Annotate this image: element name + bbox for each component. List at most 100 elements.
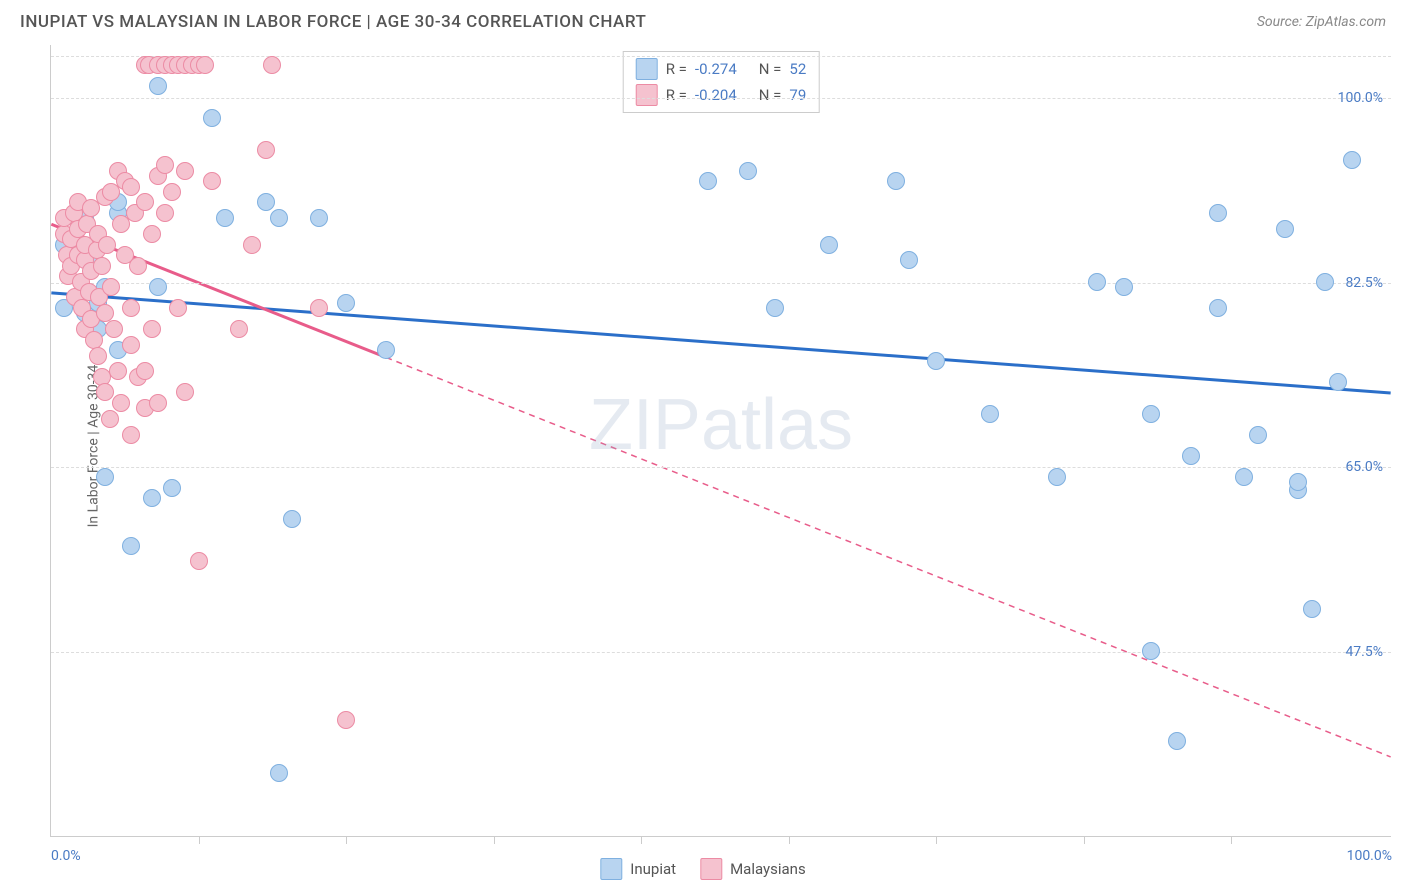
data-point <box>1316 273 1334 291</box>
data-point <box>263 56 281 74</box>
data-point <box>122 178 140 196</box>
legend-row: R =-0.274N =52 <box>636 56 807 82</box>
data-point <box>143 489 161 507</box>
data-point <box>105 320 123 338</box>
scatter-chart: ZIPatlas R =-0.274N =52R =-0.204N =79 47… <box>50 45 1391 837</box>
x-tick <box>1084 836 1085 844</box>
data-point <box>230 320 248 338</box>
legend-label: Malaysians <box>730 860 806 878</box>
data-point <box>89 347 107 365</box>
chart-title: INUPIAT VS MALAYSIAN IN LABOR FORCE | AG… <box>20 12 646 32</box>
data-point <box>203 172 221 190</box>
data-point <box>1115 278 1133 296</box>
data-point <box>337 294 355 312</box>
legend-n-value: 79 <box>789 86 806 104</box>
legend-n-label: N = <box>759 86 782 104</box>
data-point <box>900 251 918 269</box>
legend-swatch <box>600 858 622 880</box>
data-point <box>1048 468 1066 486</box>
watermark: ZIPatlas <box>589 384 853 466</box>
data-point <box>270 764 288 782</box>
data-point <box>1276 220 1294 238</box>
data-point <box>102 278 120 296</box>
data-point <box>176 383 194 401</box>
gridline <box>51 652 1391 653</box>
data-point <box>927 352 945 370</box>
data-point <box>1303 600 1321 618</box>
data-point <box>149 394 167 412</box>
data-point <box>101 410 119 428</box>
data-point <box>163 183 181 201</box>
data-point <box>270 209 288 227</box>
data-point <box>310 209 328 227</box>
x-tick-label: 0.0% <box>51 848 81 864</box>
data-point <box>190 552 208 570</box>
data-point <box>1142 642 1160 660</box>
data-point <box>739 162 757 180</box>
legend-n-value: 52 <box>789 60 806 78</box>
chart-source: Source: ZipAtlas.com <box>1257 14 1386 30</box>
data-point <box>1289 473 1307 491</box>
y-tick-label: 82.5% <box>1345 275 1383 291</box>
data-point <box>1182 447 1200 465</box>
gridline <box>51 467 1391 468</box>
x-tick-label: 100.0% <box>1347 848 1392 864</box>
data-point <box>96 468 114 486</box>
data-point <box>129 257 147 275</box>
data-point <box>93 257 111 275</box>
legend-row: R =-0.204N =79 <box>636 82 807 108</box>
x-tick <box>346 836 347 844</box>
data-point <box>143 320 161 338</box>
data-point <box>109 362 127 380</box>
gridline <box>51 283 1391 284</box>
trend-lines <box>51 45 1391 836</box>
x-tick <box>494 836 495 844</box>
x-tick <box>789 836 790 844</box>
data-point <box>887 172 905 190</box>
legend-swatch <box>636 58 658 80</box>
data-point <box>766 299 784 317</box>
data-point <box>1235 468 1253 486</box>
data-point <box>176 162 194 180</box>
data-point <box>699 172 717 190</box>
data-point <box>310 299 328 317</box>
correlation-legend: R =-0.274N =52R =-0.204N =79 <box>623 51 820 113</box>
data-point <box>257 193 275 211</box>
legend-label: Inupiat <box>630 860 676 878</box>
data-point <box>122 299 140 317</box>
data-point <box>143 225 161 243</box>
gridline <box>51 98 1391 99</box>
x-tick <box>641 836 642 844</box>
data-point <box>149 278 167 296</box>
data-point <box>122 537 140 555</box>
legend-item: Inupiat <box>600 858 676 880</box>
series-legend: Inupiat Malaysians <box>600 858 805 880</box>
x-tick <box>936 836 937 844</box>
data-point <box>1249 426 1267 444</box>
gridline <box>51 56 1391 57</box>
x-tick <box>1231 836 1232 844</box>
data-point <box>122 426 140 444</box>
data-point <box>163 479 181 497</box>
y-tick-label: 65.0% <box>1345 459 1383 475</box>
data-point <box>1329 373 1347 391</box>
data-point <box>169 299 187 317</box>
data-point <box>112 394 130 412</box>
data-point <box>257 141 275 159</box>
data-point <box>337 711 355 729</box>
watermark-bold: ZIP <box>589 385 701 465</box>
data-point <box>136 193 154 211</box>
data-point <box>1142 405 1160 423</box>
data-point <box>1088 273 1106 291</box>
data-point <box>149 77 167 95</box>
chart-header: INUPIAT VS MALAYSIAN IN LABOR FORCE | AG… <box>0 0 1406 42</box>
data-point <box>1209 204 1227 222</box>
data-point <box>98 236 116 254</box>
data-point <box>203 109 221 127</box>
legend-r-label: R = <box>666 86 687 104</box>
data-point <box>96 383 114 401</box>
legend-swatch <box>636 84 658 106</box>
data-point <box>122 336 140 354</box>
data-point <box>981 405 999 423</box>
legend-n-label: N = <box>759 60 782 78</box>
